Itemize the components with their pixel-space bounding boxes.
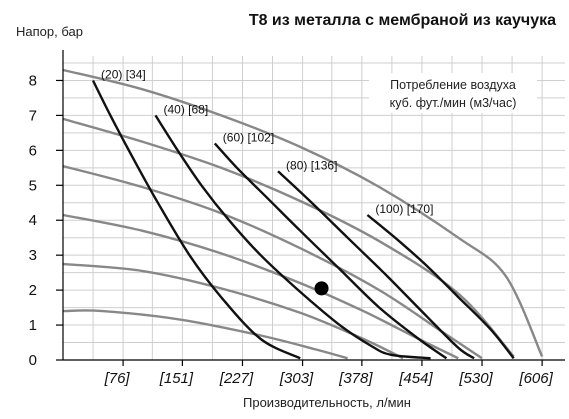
air-curve-3: [213, 142, 448, 360]
x-axis-label: Производительность, л/мин: [243, 395, 411, 410]
y-tick-label: 8: [29, 72, 37, 89]
y-tick-label: 2: [29, 282, 37, 299]
y-tick-label: 6: [29, 142, 37, 159]
air-curve-label-4: (80) [136]: [286, 158, 337, 172]
pressure-curve-2: [62, 117, 515, 358]
pressure-curve-5: [62, 262, 404, 360]
y-tick-label: 0: [29, 352, 37, 369]
x-tick-label: [530]: [458, 370, 493, 387]
air-curve-label-2: (40) [68]: [164, 102, 209, 116]
grid: [63, 56, 565, 360]
air-curve-labels: (20) [34] (40) [68] (60) [102] (80) [136] (1…: [101, 67, 433, 216]
legend-background: [369, 73, 537, 113]
legend-line-1: Потребление воздуха: [390, 78, 516, 92]
operating-point: [314, 281, 329, 296]
x-tick-label: [151]: [159, 370, 194, 387]
y-tick-label: 4: [29, 212, 37, 229]
y-tick-label: 3: [29, 247, 37, 264]
chart-title: Т8 из металла с мембраной из каучука: [249, 12, 556, 29]
legend-line-2: куб. фут./мин (м3/час): [390, 96, 517, 110]
y-tick-label: 1: [29, 317, 37, 334]
y-axis-label: Напор, бар: [16, 24, 83, 39]
x-tick-label: [378]: [338, 370, 373, 387]
x-tick-label: [606]: [518, 370, 553, 387]
x-tick-label: [454]: [398, 370, 433, 387]
air-curve-label-1: (20) [34]: [101, 67, 146, 81]
y-tick-label: 5: [29, 177, 37, 194]
x-tick-labels: [76] [151] [227] [303] [378] [454] [530] [606]: [104, 370, 554, 387]
pressure-curve-6: [62, 309, 348, 360]
y-tick-labels: 0 1 2 3 4 5 6 7 8: [29, 72, 37, 369]
air-curve-1: [91, 79, 301, 360]
marker: [314, 281, 329, 296]
axes: [56, 50, 565, 366]
air-curve-label-5: (100) [170]: [375, 202, 433, 216]
air-curve-2: [154, 114, 431, 360]
air-curve-label-3: (60) [102]: [223, 130, 274, 144]
pressure-curve-1: [62, 68, 544, 357]
air-consumption-curves: [91, 79, 515, 360]
y-tick-label: 7: [29, 107, 37, 124]
x-tick-label: [76]: [104, 370, 131, 387]
air-curve-4: [277, 170, 475, 360]
x-tick-label: [227]: [219, 370, 254, 387]
x-tick-label: [303]: [279, 370, 314, 387]
air-curve-5: [366, 214, 515, 360]
